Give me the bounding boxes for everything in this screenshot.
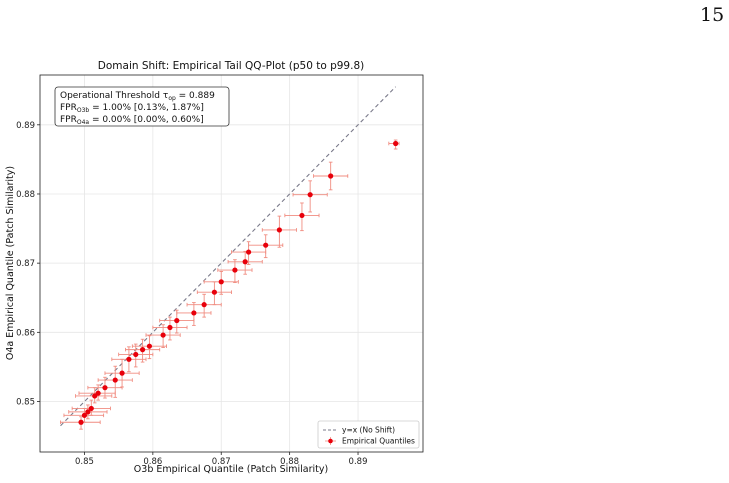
x-tick-label: 0.88 bbox=[280, 457, 299, 467]
quantile-point bbox=[242, 259, 248, 265]
annotation-threshold: Operational Threshold τop = 0.889 bbox=[60, 91, 215, 102]
quantile-point bbox=[245, 249, 252, 255]
errorbar-layer bbox=[60, 139, 400, 430]
legend-entry-diagonal: y=x (No Shift) bbox=[342, 426, 395, 435]
legend: y=x (No Shift) Empirical Quantiles bbox=[317, 420, 420, 449]
annotation-fpr-o3b: FPRO3b = 1.00% [0.13%, 1.87%] bbox=[60, 103, 204, 114]
x-tick-label: 0.86 bbox=[143, 457, 162, 467]
diagonal-layer bbox=[60, 86, 397, 427]
y-tick-label: 0.88 bbox=[16, 190, 35, 200]
quantile-point bbox=[119, 370, 125, 376]
quantile-point bbox=[85, 409, 91, 415]
quantile-point bbox=[393, 140, 399, 147]
legend-frame bbox=[317, 420, 420, 449]
quantile-point bbox=[102, 385, 108, 391]
grid-lines bbox=[40, 75, 423, 452]
page-number: 15 bbox=[700, 4, 725, 26]
quantile-point bbox=[146, 343, 153, 349]
annotation-fpr-o4a: FPRO4a = 0.00% [0.00%, 0.60%] bbox=[60, 115, 204, 126]
y-tick-label: 0.86 bbox=[16, 328, 35, 338]
y-tick-label: 0.87 bbox=[16, 259, 35, 269]
chart-title: Domain Shift: Empirical Tail QQ-Plot (p5… bbox=[98, 60, 364, 72]
quantile-point bbox=[328, 173, 334, 179]
y-axis-label: O4a Empirical Quantile (Patch Similarity… bbox=[5, 166, 16, 360]
quantile-point bbox=[276, 227, 282, 233]
quantile-point bbox=[232, 267, 238, 273]
quantile-point bbox=[263, 242, 269, 248]
y-ticks: 0.85 0.86 0.87 0.88 0.89 bbox=[16, 121, 40, 408]
quantile-point bbox=[299, 212, 305, 219]
quantile-point bbox=[126, 356, 132, 362]
x-tick-label: 0.89 bbox=[349, 457, 368, 467]
y-tick-label: 0.89 bbox=[16, 121, 35, 131]
legend-points-swatch bbox=[325, 437, 336, 445]
quantile-point bbox=[78, 419, 84, 425]
quantile-point bbox=[133, 351, 139, 358]
quantile-point bbox=[95, 390, 101, 396]
quantile-point bbox=[160, 332, 166, 338]
annotation-box: Operational Threshold τop = 0.889 FPRO3b… bbox=[54, 86, 230, 127]
quantile-point bbox=[112, 377, 118, 383]
quantile-point bbox=[307, 192, 313, 198]
quantile-point bbox=[88, 405, 94, 412]
x-axis-label: O3b Empirical Quantile (Patch Similarity… bbox=[134, 464, 328, 475]
quantile-point bbox=[191, 310, 197, 316]
quantile-point bbox=[201, 302, 207, 308]
points-layer bbox=[78, 140, 399, 425]
quantile-point bbox=[174, 317, 180, 324]
quantile-point bbox=[81, 412, 88, 418]
quantile-point bbox=[139, 347, 146, 353]
quantile-point bbox=[211, 289, 218, 295]
legend-entry-quantiles: Empirical Quantiles bbox=[342, 437, 415, 446]
y-tick-label: 0.85 bbox=[16, 398, 35, 408]
x-ticks: 0.85 0.86 0.87 0.88 0.89 bbox=[75, 452, 368, 467]
x-tick-label: 0.87 bbox=[212, 457, 231, 467]
annotation-frame bbox=[54, 86, 230, 127]
quantile-point bbox=[167, 324, 173, 331]
diagonal-no-shift-line bbox=[60, 86, 397, 427]
x-tick-label: 0.85 bbox=[75, 457, 94, 467]
quantile-point bbox=[218, 279, 224, 285]
